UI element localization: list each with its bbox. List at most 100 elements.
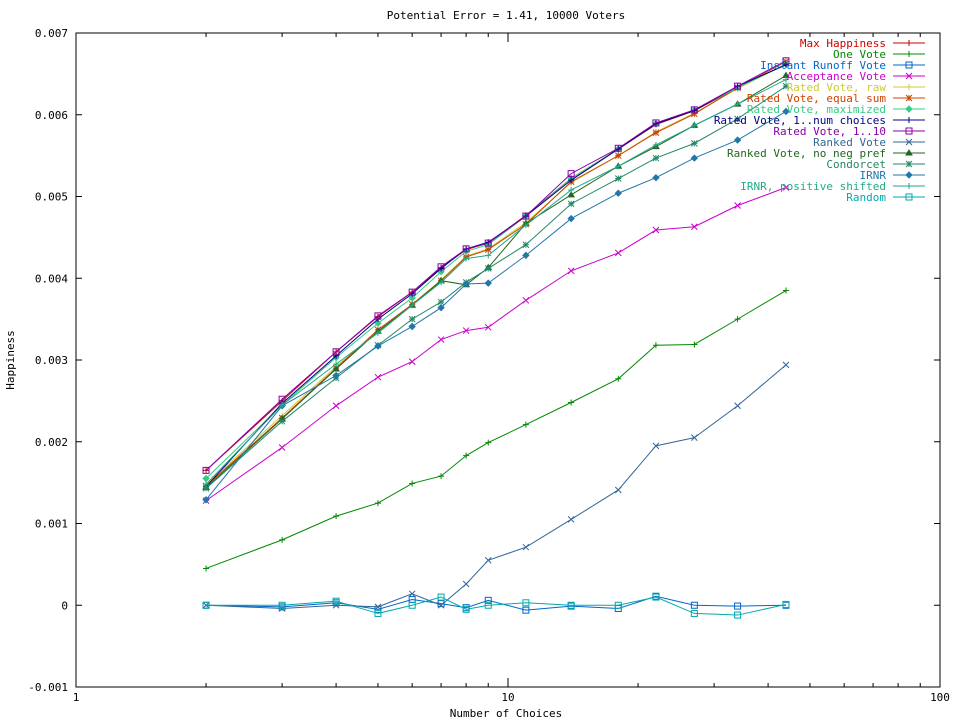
legend-label: One Vote [833, 48, 886, 61]
data-point [652, 129, 660, 137]
data-point [614, 189, 622, 197]
data-point [567, 214, 575, 223]
data-point [437, 298, 445, 306]
legend-marker [905, 149, 913, 156]
data-point [278, 417, 286, 425]
data-point [202, 601, 210, 609]
series-rated-vote-maximized [202, 60, 790, 483]
series-line [206, 364, 787, 610]
data-point [437, 263, 445, 271]
data-point [332, 371, 340, 380]
data-point [734, 101, 741, 108]
legend-marker [905, 105, 913, 113]
data-point [734, 602, 742, 610]
data-point [782, 82, 790, 90]
data-point [484, 279, 492, 287]
series-irnr-positive-shifted [203, 76, 789, 488]
data-point [203, 565, 210, 572]
data-point [691, 122, 698, 129]
axis-ticks: -0.001 0 0.001 0.002 0.003 0.004 0.005 0.006 0.0… [28, 27, 950, 704]
data-point [408, 590, 416, 598]
data-point [614, 152, 622, 159]
data-point [462, 580, 470, 588]
data-point [614, 601, 622, 609]
data-point [652, 154, 660, 162]
y-tick-label: 0.004 [35, 272, 68, 285]
data-point [408, 288, 416, 296]
series-line [205, 61, 787, 487]
data-point [484, 556, 492, 564]
data-point [374, 500, 381, 507]
data-point [567, 267, 575, 275]
data-point [734, 115, 741, 123]
data-point [614, 486, 622, 494]
data-point [568, 177, 575, 184]
data-point [409, 480, 416, 487]
x-tick-label: 100 [930, 691, 950, 704]
data-point [332, 348, 340, 356]
data-point [279, 401, 286, 408]
y-tick-label: 0.007 [35, 27, 68, 40]
series-random [202, 593, 790, 619]
series-line [205, 75, 787, 488]
y-tick-label: -0.001 [28, 681, 68, 694]
legend-label: Instant Runoff Vote [760, 59, 886, 72]
data-point [463, 452, 470, 459]
data-point [437, 336, 445, 343]
data-point [408, 294, 416, 302]
data-point [484, 601, 492, 609]
y-tick-label: 0.002 [35, 436, 68, 449]
data-point [614, 249, 622, 257]
data-point [278, 601, 286, 609]
data-point [690, 110, 698, 118]
data-point [690, 601, 698, 609]
data-point [782, 184, 790, 191]
data-point [484, 265, 492, 272]
data-point [568, 399, 575, 406]
data-point [484, 323, 492, 331]
data-point [374, 319, 382, 327]
data-point [437, 601, 445, 609]
data-point [484, 246, 492, 253]
data-point [374, 373, 382, 381]
series-rated-vote-1-10 [202, 57, 790, 474]
data-point [485, 252, 492, 259]
legend-marker [906, 84, 912, 90]
data-point [690, 434, 698, 442]
data-point [438, 473, 445, 480]
series-max-happiness [203, 61, 789, 474]
series-line [205, 63, 787, 479]
data-point [484, 596, 492, 604]
data-point [409, 302, 416, 309]
data-point [522, 251, 530, 260]
series-layer [202, 57, 790, 619]
data-point [690, 106, 698, 114]
legend-label: Rated Vote, 1..num choices [714, 114, 886, 127]
series-line [206, 596, 787, 616]
data-point [408, 322, 416, 331]
data-point [652, 119, 660, 127]
legend-marker [905, 138, 913, 146]
data-point [615, 163, 622, 170]
data-point [522, 222, 529, 229]
data-point [333, 352, 340, 359]
data-point [522, 296, 530, 304]
data-point [333, 513, 340, 520]
legend-label: Acceptance Vote [787, 70, 886, 83]
x-axis-label: Number of Choices [450, 707, 563, 720]
series-line [205, 85, 787, 489]
data-point [333, 361, 340, 368]
data-point [374, 330, 381, 337]
legend-label: Condorcet [826, 158, 886, 171]
x-tick-label: 1 [73, 691, 80, 704]
series-ranked-vote-no-neg-pref [202, 71, 790, 491]
data-point [408, 601, 416, 609]
data-point [522, 241, 530, 249]
legend-marker [906, 40, 912, 46]
data-point [652, 141, 659, 148]
legend-label: Ranked Vote, no neg pref [727, 147, 886, 160]
data-point [332, 402, 340, 410]
series-irnr [202, 107, 790, 504]
series-line [205, 111, 787, 501]
data-point [567, 601, 575, 609]
